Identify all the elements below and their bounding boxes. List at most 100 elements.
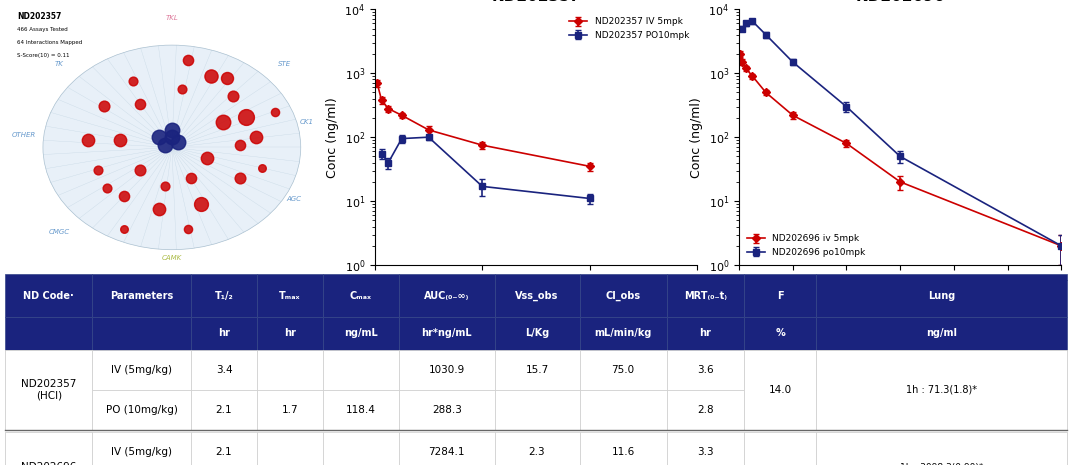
FancyBboxPatch shape <box>399 390 494 430</box>
Text: 2.3: 2.3 <box>528 447 546 458</box>
Text: ND202696
(HCl): ND202696 (HCl) <box>21 462 76 465</box>
FancyBboxPatch shape <box>744 350 816 430</box>
FancyBboxPatch shape <box>92 274 191 317</box>
Text: 1.7: 1.7 <box>282 405 298 415</box>
Point <box>163 126 180 133</box>
Text: hr*ng/mL: hr*ng/mL <box>421 328 472 339</box>
FancyBboxPatch shape <box>5 432 92 465</box>
FancyBboxPatch shape <box>816 432 1067 465</box>
Point <box>157 141 174 149</box>
Text: ND Code·: ND Code· <box>24 291 74 301</box>
Text: CK1: CK1 <box>300 120 314 126</box>
FancyBboxPatch shape <box>816 274 1067 317</box>
Point <box>230 174 248 182</box>
FancyBboxPatch shape <box>5 432 92 465</box>
FancyBboxPatch shape <box>323 350 399 390</box>
FancyBboxPatch shape <box>494 432 580 465</box>
Text: Cl_obs: Cl_obs <box>606 291 641 301</box>
Text: 1030.9: 1030.9 <box>429 365 465 375</box>
Point <box>192 200 209 207</box>
Point <box>237 113 254 120</box>
Text: hr: hr <box>284 328 296 339</box>
FancyBboxPatch shape <box>323 274 399 317</box>
Legend: ND202696 iv 5mpk, ND202696 po10mpk: ND202696 iv 5mpk, ND202696 po10mpk <box>744 231 869 260</box>
Text: IV (5mg/kg): IV (5mg/kg) <box>111 365 173 375</box>
Point <box>111 136 129 144</box>
FancyBboxPatch shape <box>323 432 399 465</box>
Text: %: % <box>775 328 785 339</box>
Text: hr: hr <box>699 328 711 339</box>
Point <box>115 226 132 233</box>
Point <box>150 133 167 141</box>
FancyBboxPatch shape <box>92 350 191 390</box>
FancyBboxPatch shape <box>92 390 191 430</box>
Legend: ND202357 IV 5mpk, ND202357 PO10mpk: ND202357 IV 5mpk, ND202357 PO10mpk <box>566 14 693 44</box>
Circle shape <box>43 45 301 250</box>
Text: T₁/₂: T₁/₂ <box>214 291 234 301</box>
Text: 3.3: 3.3 <box>697 447 714 458</box>
FancyBboxPatch shape <box>816 350 1067 430</box>
Point <box>198 154 215 161</box>
X-axis label: Time (hr): Time (hr) <box>504 290 568 303</box>
Point <box>157 182 174 190</box>
FancyBboxPatch shape <box>494 350 580 390</box>
FancyBboxPatch shape <box>816 317 1067 350</box>
Point <box>99 185 116 192</box>
FancyBboxPatch shape <box>580 350 667 390</box>
FancyBboxPatch shape <box>667 274 744 317</box>
Point <box>131 167 148 174</box>
Point <box>182 174 199 182</box>
Text: CMGC: CMGC <box>48 229 70 235</box>
Text: 14.0: 14.0 <box>769 385 791 395</box>
Point <box>150 205 167 213</box>
Text: ND202357: ND202357 <box>17 12 61 21</box>
Point <box>169 139 187 146</box>
Point <box>79 136 96 144</box>
Point <box>163 133 180 141</box>
FancyBboxPatch shape <box>744 274 816 317</box>
FancyBboxPatch shape <box>494 274 580 317</box>
FancyBboxPatch shape <box>191 317 257 350</box>
Text: OTHER: OTHER <box>12 132 35 138</box>
Text: 3.4: 3.4 <box>215 365 233 375</box>
Y-axis label: Conc (ng/ml): Conc (ng/ml) <box>326 97 339 178</box>
FancyBboxPatch shape <box>323 317 399 350</box>
FancyBboxPatch shape <box>5 350 92 390</box>
FancyBboxPatch shape <box>257 432 323 465</box>
FancyBboxPatch shape <box>5 390 92 430</box>
Text: 1h : 71.3(1.8)*: 1h : 71.3(1.8)* <box>906 385 977 395</box>
FancyBboxPatch shape <box>92 432 191 465</box>
Text: Parameters: Parameters <box>110 291 174 301</box>
Text: Lung: Lung <box>927 291 955 301</box>
Text: Cₘₐₓ: Cₘₐₓ <box>349 291 372 301</box>
Point <box>89 167 106 174</box>
FancyBboxPatch shape <box>580 390 667 430</box>
Text: ng/mL: ng/mL <box>344 328 377 339</box>
FancyBboxPatch shape <box>580 432 667 465</box>
Point <box>95 103 113 110</box>
Text: AGC: AGC <box>287 196 302 202</box>
Point <box>253 164 270 172</box>
X-axis label: Time (hr): Time (hr) <box>867 290 933 303</box>
FancyBboxPatch shape <box>816 390 1067 430</box>
FancyBboxPatch shape <box>323 390 399 430</box>
Text: S-Score(10) = 0.11: S-Score(10) = 0.11 <box>17 53 70 58</box>
Text: 75.0: 75.0 <box>611 365 635 375</box>
Y-axis label: Conc (ng/ml): Conc (ng/ml) <box>690 97 703 178</box>
FancyBboxPatch shape <box>580 274 667 317</box>
FancyBboxPatch shape <box>580 317 667 350</box>
Point <box>218 75 235 82</box>
Point <box>173 85 190 93</box>
Text: STE: STE <box>278 60 292 66</box>
Text: Tₘₐₓ: Tₘₐₓ <box>279 291 300 301</box>
FancyBboxPatch shape <box>257 317 323 350</box>
Text: 11.6: 11.6 <box>611 447 635 458</box>
FancyBboxPatch shape <box>257 350 323 390</box>
FancyBboxPatch shape <box>257 390 323 430</box>
FancyBboxPatch shape <box>5 350 92 430</box>
FancyBboxPatch shape <box>816 432 1067 465</box>
FancyBboxPatch shape <box>399 432 494 465</box>
FancyBboxPatch shape <box>494 390 580 430</box>
Text: 2.8: 2.8 <box>697 405 714 415</box>
FancyBboxPatch shape <box>399 274 494 317</box>
